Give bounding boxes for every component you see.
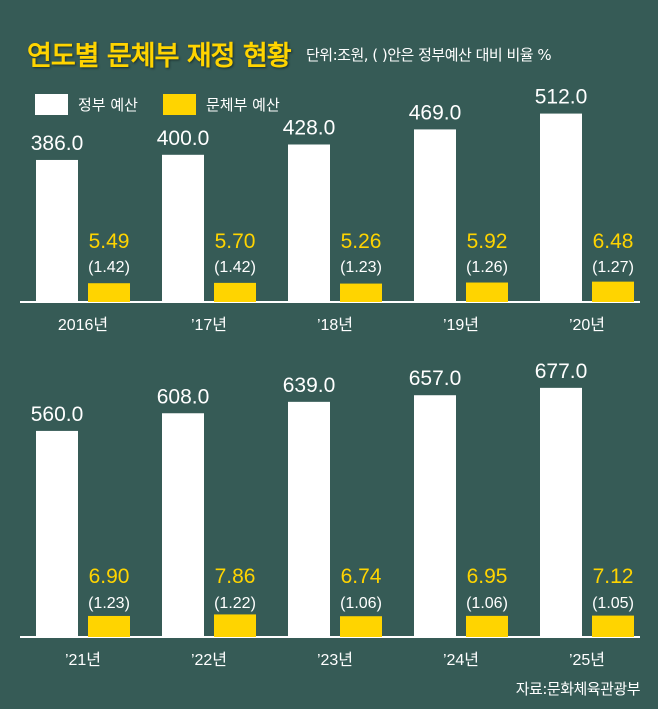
bar-mcst	[214, 614, 256, 637]
bar-mcst	[592, 615, 634, 637]
x-tick-label: ’17년	[191, 316, 227, 334]
value-label-mcst: 6.95	[467, 565, 508, 588]
value-label-mcst: 6.90	[89, 565, 130, 588]
bar-government	[36, 430, 78, 637]
ratio-label: (1.42)	[88, 259, 130, 276]
x-tick-label: ’22년	[191, 651, 227, 669]
chart-subtitle: 단위:조원, ( )안은 정부예산 대비 비율 %	[306, 46, 552, 64]
legend-item-mcst: 문체부 예산	[163, 92, 280, 116]
bar-government	[414, 129, 456, 302]
ratio-label: (1.23)	[88, 595, 130, 612]
bar-government	[414, 395, 456, 637]
bar-mcst	[592, 281, 634, 302]
bar-mcst	[340, 616, 382, 637]
bar-mcst	[214, 282, 256, 302]
x-tick-label: ’23년	[317, 651, 353, 669]
x-tick-label: ’25년	[569, 651, 605, 669]
value-label-government: 512.0	[535, 86, 588, 109]
legend-swatch-yellow	[163, 93, 196, 115]
value-label-government: 400.0	[157, 127, 210, 150]
legend-item-government: 정부 예산	[35, 92, 138, 116]
source-note: 자료:문화체육관광부	[515, 680, 641, 698]
value-label-government: 428.0	[283, 116, 336, 139]
bar-mcst	[466, 282, 508, 302]
legend-label: 문체부 예산	[206, 95, 280, 114]
bar-government	[540, 113, 582, 302]
value-label-mcst: 7.12	[593, 565, 634, 588]
value-label-government: 608.0	[157, 385, 210, 408]
value-label-mcst: 5.70	[215, 230, 256, 253]
value-label-mcst: 6.48	[593, 230, 634, 253]
x-tick-label: ’21년	[65, 651, 101, 669]
bar-government	[162, 413, 204, 637]
bar-mcst	[88, 615, 130, 637]
value-label-mcst: 5.92	[467, 230, 508, 253]
value-label-government: 677.0	[535, 360, 588, 383]
value-label-government: 469.0	[409, 101, 462, 124]
ratio-label: (1.27)	[592, 259, 634, 276]
bar-government	[540, 387, 582, 637]
x-tick-label: ’18년	[317, 316, 353, 334]
bar-government	[288, 144, 330, 302]
ratio-label: (1.06)	[466, 595, 508, 612]
x-tick-label: 2016년	[58, 316, 108, 334]
bar-mcst	[340, 283, 382, 302]
x-tick-label: ’19년	[443, 316, 479, 334]
ratio-label: (1.26)	[466, 259, 508, 276]
bar-mcst	[466, 615, 508, 637]
value-label-government: 560.0	[31, 403, 84, 426]
x-tick-label: ’20년	[569, 316, 605, 334]
ratio-label: (1.42)	[214, 259, 256, 276]
bar-government	[162, 154, 204, 302]
legend-label: 정부 예산	[78, 95, 138, 114]
value-label-mcst: 5.49	[89, 230, 130, 253]
bar-government	[288, 401, 330, 637]
value-label-mcst: 7.86	[215, 565, 256, 588]
ratio-label: (1.05)	[592, 595, 634, 612]
x-tick-label: ’24년	[443, 651, 479, 669]
bar-government	[36, 159, 78, 302]
legend-swatch-white	[35, 93, 68, 115]
value-label-government: 657.0	[409, 367, 462, 390]
ratio-label: (1.22)	[214, 595, 256, 612]
value-label-government: 386.0	[31, 132, 84, 155]
bar-mcst	[88, 283, 130, 302]
value-label-government: 639.0	[283, 374, 336, 397]
value-label-mcst: 5.26	[341, 230, 382, 253]
ratio-label: (1.23)	[340, 259, 382, 276]
chart-title: 연도별 문체부 재정 현황	[27, 41, 292, 72]
ratio-label: (1.06)	[340, 595, 382, 612]
value-label-mcst: 6.74	[341, 565, 382, 588]
